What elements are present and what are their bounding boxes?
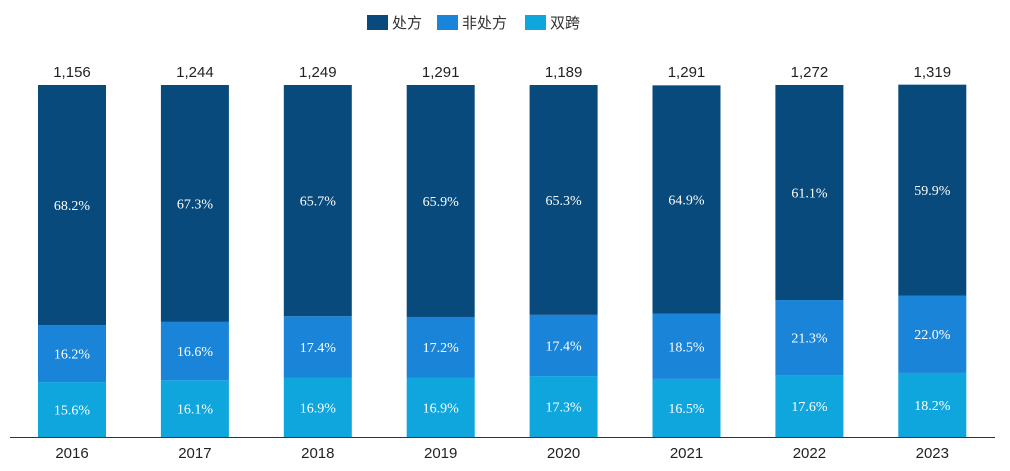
- total-label: 1,189: [545, 64, 583, 81]
- total-label: 1,291: [668, 64, 706, 81]
- segment-label: 17.4%: [546, 339, 583, 354]
- bar-segment-2021-feichufang: [652, 313, 721, 379]
- segment-label: 18.5%: [668, 340, 705, 355]
- segment-label: 22.0%: [914, 328, 951, 343]
- total-labels: 1,156 1,244 1,249 1,291 1,189 1,291 1,272 1,319: [53, 64, 951, 81]
- x-tick-label: 2023: [916, 445, 949, 462]
- x-tick-label: 2018: [301, 445, 334, 462]
- x-tick-label: 2016: [55, 445, 88, 462]
- segment-label: 65.9%: [423, 195, 460, 210]
- bars: [38, 84, 967, 437]
- x-tick-label: 2020: [547, 445, 580, 462]
- bar-segment-2019-shuangkua: [406, 377, 475, 437]
- segment-label: 67.3%: [177, 197, 214, 212]
- total-label: 1,272: [791, 64, 829, 81]
- x-tick-label: 2021: [670, 445, 703, 462]
- total-label: 1,291: [422, 64, 460, 81]
- segment-label: 16.6%: [177, 345, 214, 360]
- segment-label: 59.9%: [914, 184, 951, 199]
- segment-label: 17.4%: [300, 341, 337, 356]
- bar-segment-2017-feichufang: [160, 321, 229, 381]
- segment-label: 16.5%: [668, 402, 705, 417]
- segment-labels: 15.6% 16.2% 68.2% 16.1% 16.6% 67.3% 16.9% 17.4%…: [54, 184, 951, 418]
- bar-segment-2021-shuangkua: [652, 378, 721, 437]
- legend-swatch: [525, 15, 546, 30]
- segment-label: 16.9%: [300, 401, 337, 416]
- segment-label: 17.3%: [546, 401, 583, 416]
- bar-segment-2019-feichufang: [406, 316, 475, 378]
- segment-label: 64.9%: [668, 194, 705, 209]
- segment-label: 17.6%: [791, 400, 828, 415]
- segment-label: 18.2%: [914, 399, 951, 414]
- segment-label: 21.3%: [791, 332, 828, 347]
- segment-label: 16.2%: [54, 348, 91, 363]
- bar-segment-2022-feichufang: [775, 300, 844, 376]
- segment-label: 15.6%: [54, 404, 91, 419]
- x-tick-label: 2017: [178, 445, 211, 462]
- segment-label: 65.7%: [300, 195, 337, 210]
- bar-segment-2022-shuangkua: [775, 375, 844, 437]
- bar-segment-2018-chufang: [283, 85, 352, 317]
- bar-segment-2016-chufang: [38, 85, 106, 326]
- legend-label: 非处方: [462, 14, 507, 32]
- segment-label: 16.9%: [423, 401, 460, 416]
- legend-label: 双跨: [550, 14, 580, 32]
- bar-segment-2023-chufang: [898, 84, 967, 296]
- bar-segment-2018-shuangkua: [283, 377, 352, 437]
- bar-segment-2016-shuangkua: [38, 382, 106, 437]
- bar-segment-2017-chufang: [160, 85, 229, 322]
- bar-segment-2020-shuangkua: [529, 376, 598, 437]
- bar-segment-2019-chufang: [406, 85, 475, 317]
- bar-segment-2021-chufang: [652, 85, 721, 314]
- legend-swatch: [437, 15, 458, 30]
- x-tick-label: 2019: [424, 445, 457, 462]
- bar-segment-2018-feichufang: [283, 316, 352, 378]
- bar-segment-2023-feichufang: [898, 295, 967, 373]
- x-tick-label: 2022: [793, 445, 826, 462]
- total-label: 1,244: [176, 64, 214, 81]
- x-tick-labels: 2016 2017 2018 2019 2020 2021 2022 2023: [55, 445, 949, 462]
- total-label: 1,249: [299, 64, 337, 81]
- segment-label: 65.3%: [546, 194, 583, 209]
- bar-segment-2017-shuangkua: [160, 380, 229, 437]
- bar-segment-2020-feichufang: [529, 314, 598, 377]
- bar-segment-2020-chufang: [529, 85, 598, 315]
- bar-segment-2023-shuangkua: [898, 372, 967, 437]
- total-label: 1,156: [53, 64, 91, 81]
- legend-label: 处方: [392, 14, 422, 32]
- segment-label: 68.2%: [54, 199, 91, 214]
- segment-label: 17.2%: [423, 341, 460, 356]
- legend: 处方 非处方 双跨: [367, 14, 580, 32]
- bar-segment-2016-feichufang: [38, 325, 106, 383]
- segment-label: 61.1%: [791, 187, 828, 202]
- bar-segment-2022-chufang: [775, 85, 844, 301]
- legend-swatch: [367, 15, 388, 30]
- segment-label: 16.1%: [177, 403, 214, 418]
- total-label: 1,319: [914, 64, 952, 81]
